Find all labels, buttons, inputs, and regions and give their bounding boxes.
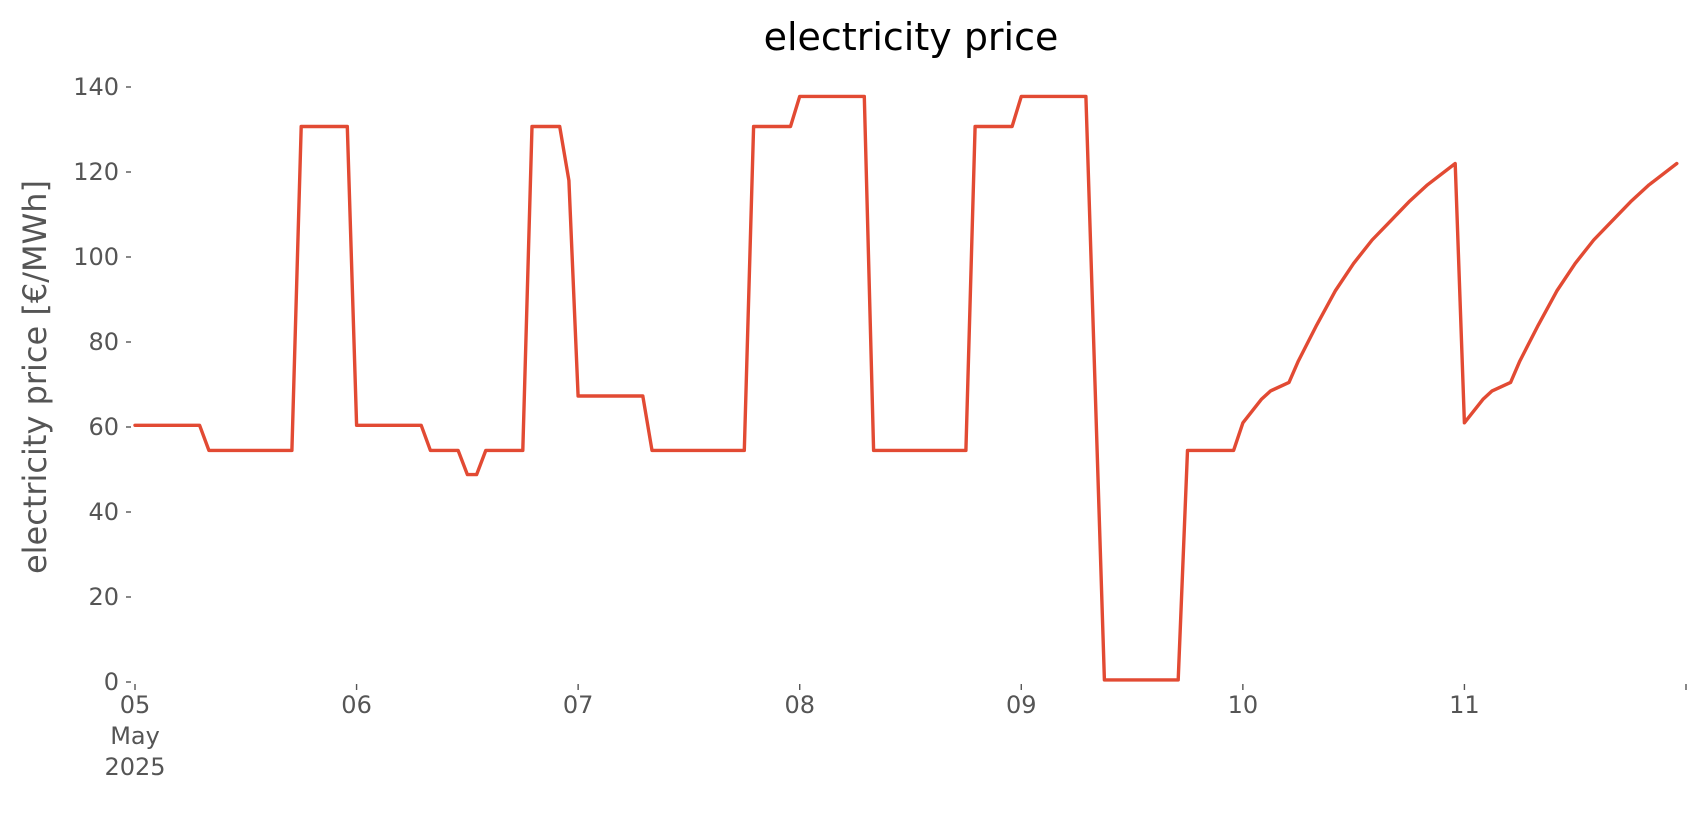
y-tick-label: 20: [88, 583, 119, 611]
plot-area: [133, 94, 1679, 682]
x-tick-label: 09: [1006, 691, 1037, 719]
x-axis: 05 May 2025 06 07 08 09 10 11: [104, 684, 1687, 781]
x-tick-label: 10: [1228, 691, 1259, 719]
series-line: [133, 94, 1679, 682]
y-axis-label: electricity price [€/MWh]: [16, 180, 54, 574]
y-tick-label: 120: [73, 158, 119, 186]
y-tick-label: 100: [73, 243, 119, 271]
y-tick-label: 40: [88, 498, 119, 526]
x-tick-label: 07: [563, 691, 594, 719]
y-axis: 0 20 40 60 80 100 120 140: [73, 73, 131, 696]
x-tick-label: 2025: [104, 753, 165, 781]
x-tick-label: May: [110, 722, 160, 750]
x-tick-label: 08: [784, 691, 815, 719]
chart-title: electricity price: [764, 15, 1059, 59]
y-tick-label: 0: [104, 668, 119, 696]
x-tick-label: 06: [341, 691, 372, 719]
y-tick-label: 140: [73, 73, 119, 101]
y-tick-label: 80: [88, 328, 119, 356]
y-tick-label: 60: [88, 413, 119, 441]
x-tick-label: 05: [120, 691, 151, 719]
x-tick-label: 11: [1449, 691, 1480, 719]
